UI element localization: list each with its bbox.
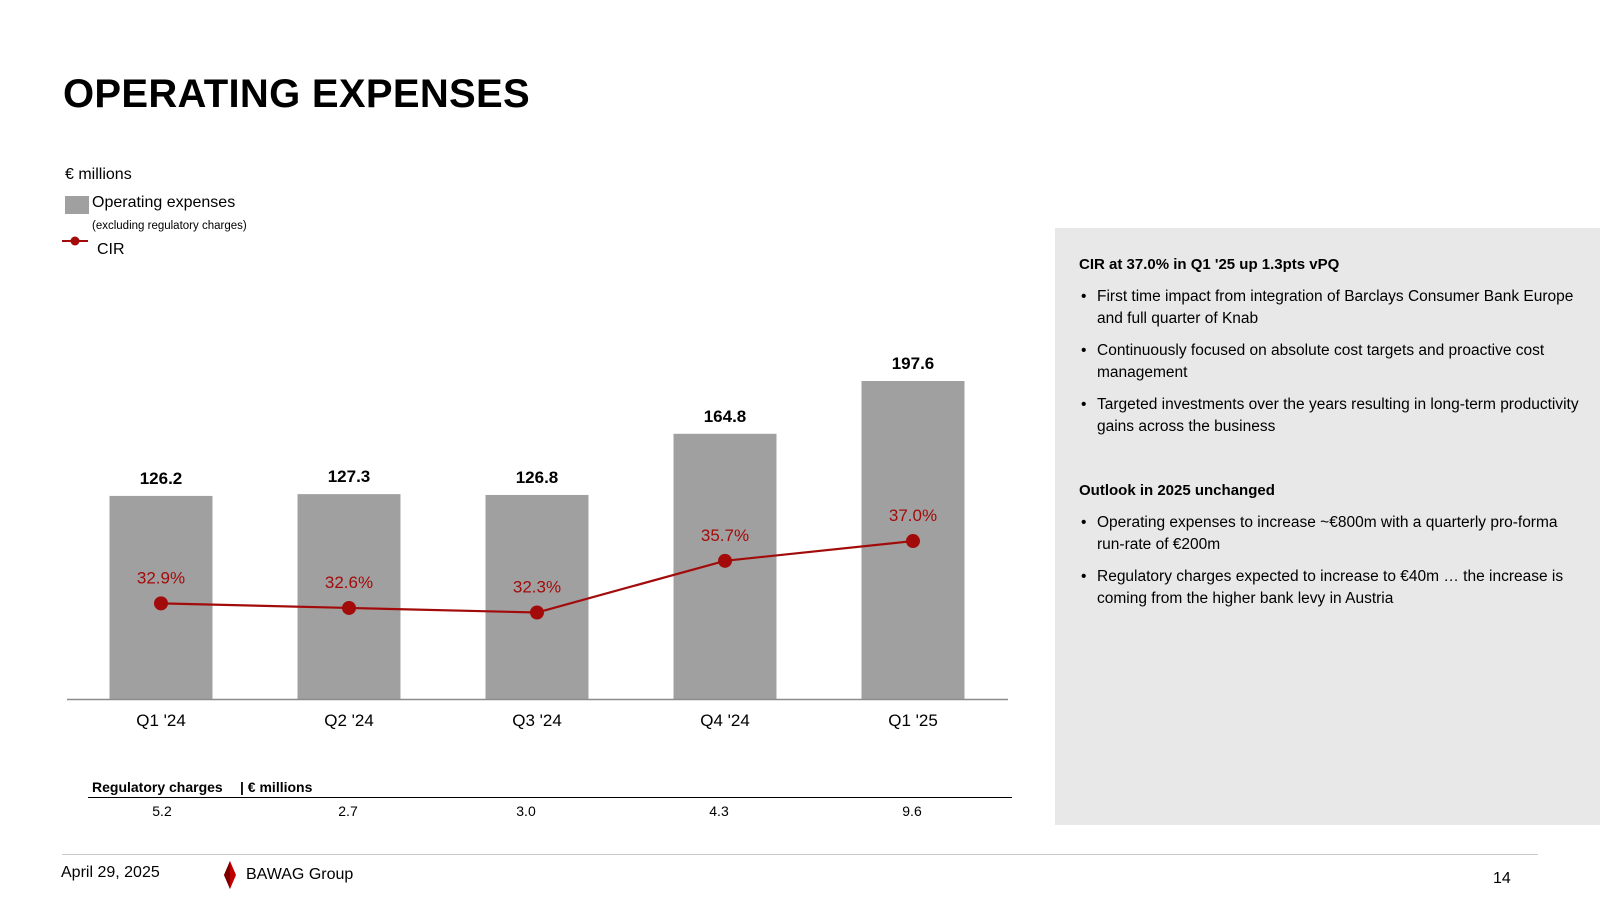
cir-label: 32.9%: [137, 568, 185, 587]
legend-bar-sublabel: (excluding regulatory charges): [92, 220, 247, 232]
cir-label: 35.7%: [701, 526, 749, 545]
page-number: 14: [1493, 870, 1511, 887]
legend-line-swatch: [62, 236, 88, 246]
page-title: OPERATING EXPENSES: [63, 72, 530, 116]
regulatory-value: 9.6: [902, 803, 922, 819]
legend-bar-label: Operating expenses: [92, 194, 236, 211]
legend-line-label: CIR: [97, 241, 125, 258]
cir-point: [906, 534, 920, 549]
unit-label: € millions: [65, 166, 132, 183]
regulatory-value: 2.7: [338, 803, 358, 819]
panel-bullet: • First time impact from integration of B…: [1081, 288, 1574, 327]
panel-bullet: • Regulatory charges expected to increase…: [1081, 568, 1564, 607]
cir-label: 37.0%: [889, 506, 937, 525]
cir-point: [154, 596, 168, 611]
opex-chart: 126.2 127.3 126.8 164.8 197.6 Q1 '24 Q2 '24 Q3 …: [67, 354, 1008, 730]
regulatory-value: 4.3: [709, 803, 729, 819]
panel-list-cir: • First time impact from integration of B…: [1079, 286, 1579, 448]
x-tick-label: Q1 '25: [888, 711, 938, 730]
cir-point: [530, 605, 544, 620]
panel-list-outlook: • Operating expenses to increase ~€800m w…: [1079, 512, 1579, 620]
cir-label: 32.6%: [325, 573, 373, 592]
opex-bar-label: 164.8: [704, 407, 747, 426]
cir-label: 32.3%: [513, 578, 561, 597]
opex-bar-label: 127.3: [328, 467, 371, 486]
opex-bar-label: 126.2: [140, 469, 183, 488]
regulatory-unit: | € millions: [240, 779, 313, 795]
regulatory-title: Regulatory charges: [92, 779, 223, 795]
panel-heading-cir: CIR at 37.0% in Q1 '25 up 1.3pts vPQ: [1079, 256, 1340, 273]
footer-brand: BAWAG Group: [246, 866, 354, 883]
commentary-panel: CIR at 37.0% in Q1 '25 up 1.3pts vPQ • Fi…: [1055, 228, 1600, 825]
x-tick-label: Q1 '24: [136, 711, 186, 730]
x-tick-label: Q4 '24: [700, 711, 750, 730]
panel-bullet: • Targeted investments over the years res…: [1081, 396, 1579, 435]
opex-bar: [485, 494, 589, 699]
panel-bullet: • Continuously focused on absolute cost t…: [1081, 342, 1545, 381]
opex-bar-label: 197.6: [892, 354, 935, 373]
x-tick-label: Q3 '24: [512, 711, 562, 730]
x-tick-label: Q2 '24: [324, 711, 374, 730]
footer-date: April 29, 2025: [61, 864, 160, 881]
panel-bullet: • Operating expenses to increase ~€800m w…: [1081, 514, 1558, 553]
regulatory-value: 3.0: [516, 803, 536, 819]
regulatory-value: 5.2: [152, 803, 172, 819]
opex-bar: [297, 494, 401, 699]
cir-point: [342, 600, 356, 615]
panel-heading-outlook: Outlook in 2025 unchanged: [1079, 482, 1275, 499]
cir-point: [718, 553, 732, 568]
bawag-logo-icon: [224, 861, 236, 889]
opex-bar-label: 126.8: [516, 468, 559, 487]
legend-bar-swatch: [65, 196, 89, 214]
regulatory-rule: [88, 797, 1012, 798]
footer-divider: [62, 854, 1538, 855]
